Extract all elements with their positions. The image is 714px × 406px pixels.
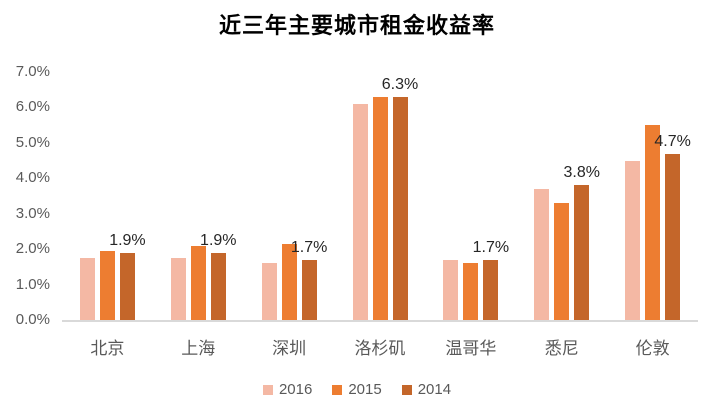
bar-2014: 3.8% xyxy=(563,164,600,320)
bar-2014: 1.7% xyxy=(291,239,327,320)
bar-2015 xyxy=(554,203,570,320)
data-label: 4.7% xyxy=(654,132,691,150)
bar-group: 3.8% xyxy=(516,72,607,320)
category-label: 伦敦 xyxy=(635,339,670,358)
bar-group: 6.3% xyxy=(335,72,426,320)
category-label: 深圳 xyxy=(272,339,307,358)
bar-2015 xyxy=(99,250,115,320)
data-label: 1.9% xyxy=(200,231,237,249)
data-label: 1.9% xyxy=(109,231,146,249)
bar-2015 xyxy=(281,243,297,320)
legend-label-2014: 2014 xyxy=(417,381,452,398)
bar-2014: 1.9% xyxy=(200,232,237,320)
data-label: 6.3% xyxy=(381,75,419,93)
y-axis-tick: 1.0% xyxy=(15,275,50,293)
legend-item-2016: 2016 xyxy=(262,381,313,398)
bar-group: 1.9% xyxy=(62,72,153,320)
bar-2014: 1.9% xyxy=(109,232,146,320)
bar-2016 xyxy=(261,263,277,320)
bar-group: 1.9% xyxy=(153,72,244,320)
data-label: 3.8% xyxy=(563,164,600,182)
data-label: 1.7% xyxy=(472,238,510,256)
bar-2016 xyxy=(534,188,550,320)
bar-2016 xyxy=(443,259,459,320)
legend-label-2015: 2015 xyxy=(348,381,382,398)
category-label: 温哥华 xyxy=(445,339,497,358)
bar-group: 1.7% xyxy=(244,72,335,320)
legend-swatch-2016 xyxy=(262,384,273,395)
bar-2016 xyxy=(352,103,368,320)
y-axis-tick: 2.0% xyxy=(15,240,50,258)
bar-2016 xyxy=(79,258,95,320)
legend-item-2015: 2015 xyxy=(332,381,382,398)
category-label: 北京 xyxy=(90,339,125,358)
legend-swatch-2015 xyxy=(332,384,343,395)
chart-title: 近三年主要城市租金收益率 xyxy=(218,13,495,38)
bar-2015 xyxy=(190,245,206,320)
y-axis-tick: 0.0% xyxy=(15,311,50,328)
bar-group: 4.7% xyxy=(607,72,698,320)
category-label: 悉尼 xyxy=(544,339,579,358)
legend-item-2014: 2014 xyxy=(401,381,452,398)
category-label: 上海 xyxy=(181,339,216,358)
bar-2014: 4.7% xyxy=(654,133,691,320)
bar-2015 xyxy=(463,263,479,320)
data-label: 1.7% xyxy=(290,238,328,256)
bar-2016 xyxy=(625,160,641,320)
category-label: 洛杉矶 xyxy=(354,339,406,358)
bar-2014: 1.7% xyxy=(473,239,509,320)
legend-swatch-2014 xyxy=(401,384,412,395)
bar-2015 xyxy=(645,125,661,320)
legend-label-2016: 2016 xyxy=(278,381,313,398)
bar-2014: 6.3% xyxy=(382,76,418,320)
category-axis: 北京 上海 深圳 洛杉矶 温哥华 悉尼 伦敦 xyxy=(62,334,698,359)
y-axis-tick: 4.0% xyxy=(15,169,50,187)
y-axis-tick: 3.0% xyxy=(15,204,50,222)
bar-2015 xyxy=(372,96,388,320)
y-axis-tick: 6.0% xyxy=(15,98,50,116)
y-axis-tick: 7.0% xyxy=(15,63,50,80)
legend: 2016 2015 2014 xyxy=(0,381,714,398)
bar-group: 1.7% xyxy=(425,72,516,320)
plot-area: 1.9% 1.9% 1.7% 6.3% 1.7% 3.8% 4.7% xyxy=(62,72,698,322)
bar-2016 xyxy=(170,258,186,320)
y-axis-tick: 5.0% xyxy=(15,133,50,151)
